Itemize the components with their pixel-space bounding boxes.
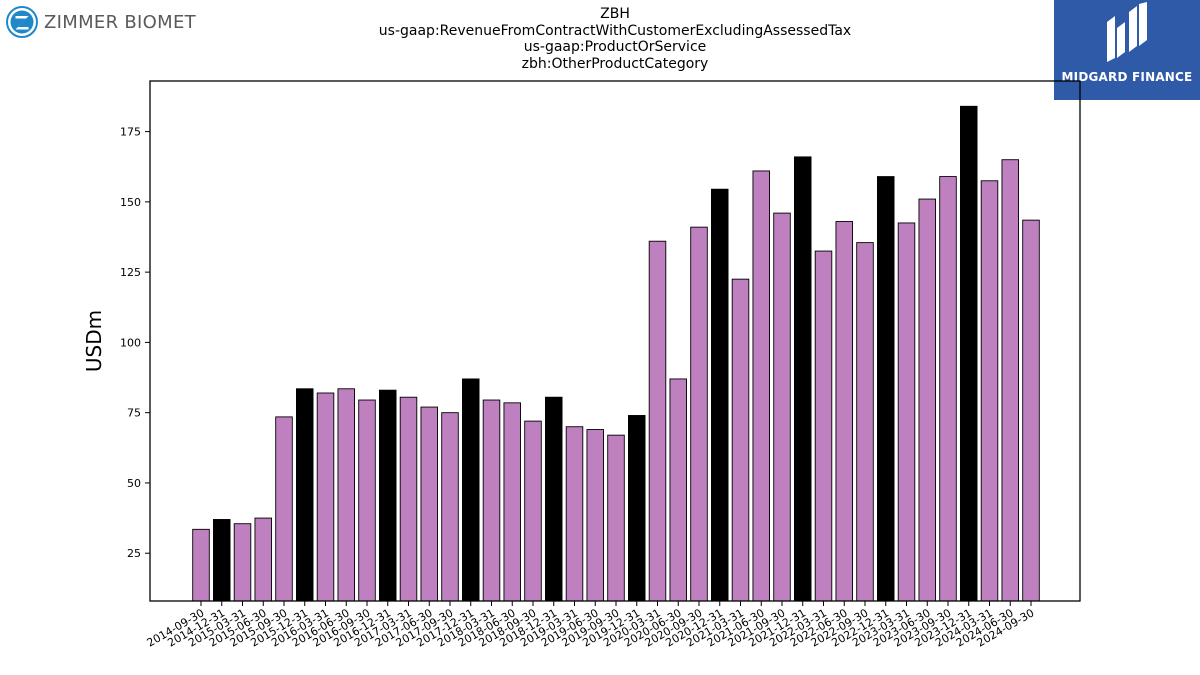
bar-2021-09-30 — [773, 212, 791, 602]
bar-2015-09-30 — [275, 416, 293, 602]
bar-2015-03-31 — [233, 523, 252, 602]
bar-2023-12-31 — [960, 105, 978, 602]
bar-2022-06-30 — [835, 221, 854, 602]
company-logo-text: ZIMMER BIOMET — [44, 11, 196, 33]
bar-2021-06-30 — [752, 170, 771, 602]
bar-2019-09-30 — [607, 434, 625, 602]
bar-2016-06-30 — [337, 388, 356, 602]
bar-2019-06-30 — [586, 429, 605, 602]
bar-2014-12-31 — [212, 519, 231, 602]
bar-2020-03-31 — [648, 240, 667, 602]
y-tick-label-25: 25 — [127, 547, 141, 560]
bar-2021-03-31 — [731, 278, 750, 602]
chart-title: ZBH us-gaap:RevenueFromContractWithCusto… — [150, 6, 1080, 72]
bar-2024-03-31 — [980, 180, 999, 602]
bar-2022-12-31 — [877, 176, 895, 602]
bar-2017-06-30 — [420, 406, 439, 602]
bars-group — [192, 105, 1040, 602]
y-tick-label-50: 50 — [127, 477, 141, 490]
bar-2016-03-31 — [316, 392, 335, 602]
x-axis: 2014-09-302014-12-312015-03-312015-06-30… — [145, 601, 1037, 650]
y-tick-label-75: 75 — [127, 407, 141, 420]
bar-2022-09-30 — [856, 242, 874, 602]
bar-2017-09-30 — [441, 412, 459, 602]
y-axis-label: USDm — [82, 310, 106, 372]
bar-2017-03-31 — [399, 396, 418, 602]
company-logo: ZIMMER BIOMET — [6, 6, 196, 38]
chart-title-line-concept: us-gaap:RevenueFromContractWithCustomerE… — [378, 22, 852, 39]
bar-2015-12-31 — [296, 388, 314, 602]
bar-2018-09-30 — [524, 420, 542, 602]
y-tick-label-150: 150 — [120, 196, 141, 209]
zimmer-biomet-logo-icon — [6, 6, 38, 38]
bar-2023-09-30 — [939, 176, 957, 602]
plot-frame — [149, 80, 1081, 602]
bar-2018-06-30 — [503, 402, 522, 602]
partner-logo-text: MIDGARD FINANCE — [1061, 70, 1193, 84]
chart-title-line-axis: us-gaap:ProductOrService — [523, 39, 707, 55]
bar-2018-12-31 — [545, 396, 563, 602]
y-tick-label-175: 175 — [120, 126, 141, 139]
bar-2016-09-30 — [358, 399, 376, 602]
bar-2017-12-31 — [462, 378, 480, 602]
y-tick-label-125: 125 — [120, 266, 141, 279]
y-axis: 25 50 75 100 125 150 175 — [120, 126, 150, 560]
bar-2020-06-30 — [669, 378, 688, 602]
partner-logo: MIDGARD FINANCE — [1054, 0, 1200, 100]
y-tick-label-100: 100 — [120, 336, 141, 349]
bar-2024-06-30 — [1001, 159, 1020, 602]
bar-2018-03-31 — [482, 399, 501, 602]
bar-2022-03-31 — [814, 250, 833, 602]
bar-2023-03-31 — [897, 222, 916, 602]
bar-2020-12-31 — [711, 188, 729, 602]
bar-2015-06-30 — [254, 517, 272, 602]
bar-2019-03-31 — [565, 426, 584, 602]
bar-2014-09-30 — [192, 528, 210, 602]
bar-2020-09-30 — [690, 226, 708, 602]
chart-title-line-ticker: ZBH — [600, 6, 630, 22]
bar-2023-06-30 — [918, 198, 937, 602]
bar-2024-09-30 — [1022, 219, 1040, 602]
bar-2021-12-31 — [794, 156, 812, 602]
bar-2016-12-31 — [379, 389, 397, 602]
chart-title-line-member: zbh:OtherProductCategory — [521, 55, 709, 72]
midgard-finance-logo-icon — [1107, 2, 1147, 62]
bar-2019-12-31 — [628, 415, 646, 602]
